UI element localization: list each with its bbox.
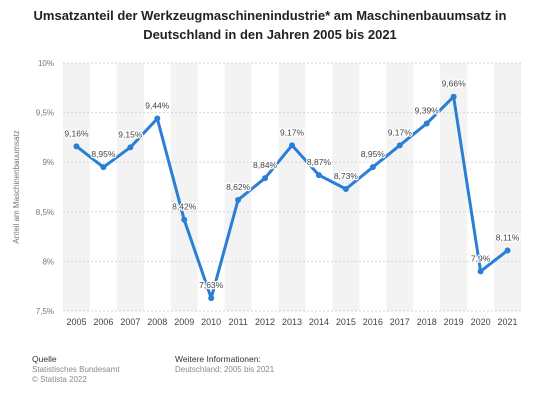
data-point — [235, 196, 242, 203]
x-tick-label: 2019 — [444, 317, 464, 327]
data-point — [396, 142, 403, 149]
data-label: 7,63% — [199, 280, 224, 290]
x-tick-label: 2014 — [309, 317, 329, 327]
data-point — [127, 144, 134, 151]
y-tick-label: 8% — [42, 257, 54, 266]
x-tick-label: 2007 — [120, 317, 140, 327]
x-tick-label: 2013 — [282, 317, 302, 327]
column-band — [386, 63, 414, 311]
source-heading: Quelle — [32, 354, 57, 364]
x-tick-label: 2006 — [93, 317, 113, 327]
data-point — [423, 120, 430, 127]
data-label: 9,15% — [118, 129, 143, 139]
data-label: 8,87% — [307, 157, 332, 167]
x-tick-label: 2017 — [390, 317, 410, 327]
data-point — [477, 268, 484, 275]
data-label: 9,17% — [280, 127, 305, 137]
copyright-line: © Statista 2022 — [32, 375, 87, 384]
y-tick-label: 9,5% — [36, 109, 54, 118]
data-label: 9,16% — [64, 128, 89, 138]
data-point — [369, 164, 376, 171]
x-tick-label: 2005 — [66, 317, 86, 327]
chart-title: Umsatzanteil der Werkzeugmaschinenindust… — [33, 8, 507, 42]
y-axis-label: Anteil am Maschinenbauumsatz — [12, 130, 21, 243]
data-point — [342, 185, 349, 192]
data-label: 8,95% — [91, 149, 116, 159]
data-label: 8,73% — [334, 171, 359, 181]
x-tick-label: 2012 — [255, 317, 275, 327]
column-band — [278, 63, 306, 311]
data-point — [289, 142, 295, 149]
data-point — [208, 295, 215, 302]
data-label: 9,66% — [442, 79, 467, 89]
column-band — [224, 63, 252, 311]
column-band — [63, 63, 90, 311]
column-band — [116, 63, 144, 311]
data-point — [73, 143, 80, 150]
y-tick-label: 9% — [42, 158, 54, 167]
data-label: 8,62% — [226, 182, 251, 192]
x-tick-label: 2011 — [228, 317, 247, 327]
x-tick-label: 2021 — [498, 317, 518, 327]
x-tick-label: 2010 — [201, 317, 221, 327]
x-tick-label: 2015 — [336, 317, 356, 327]
data-point — [181, 216, 188, 223]
data-point — [154, 115, 161, 122]
data-point — [450, 93, 457, 100]
data-point — [262, 175, 269, 182]
data-label: 8,11% — [496, 232, 520, 242]
data-label: 7,9% — [471, 253, 491, 263]
y-tick-label: 10% — [38, 59, 54, 68]
data-label: 8,42% — [172, 202, 197, 212]
data-point — [100, 164, 107, 171]
data-label: 9,17% — [388, 127, 413, 137]
x-tick-label: 2009 — [174, 317, 194, 327]
data-label: 9,39% — [415, 106, 440, 116]
info-heading: Weitere Informationen: — [175, 354, 261, 364]
x-tick-label: 2018 — [417, 317, 437, 327]
x-tick-label: 2008 — [147, 317, 167, 327]
source-block: Quelle Statistisches Bundesamt © Statist… — [32, 354, 120, 386]
data-label: 8,95% — [361, 149, 386, 159]
x-tick-label: 2016 — [363, 317, 383, 327]
data-label: 8,84% — [253, 160, 278, 170]
data-label: 9,44% — [145, 101, 170, 111]
column-band — [494, 63, 521, 311]
x-tick-label: 2020 — [471, 317, 491, 327]
info-line: Deutschland; 2005 bis 2021 — [175, 364, 275, 374]
source-line: Statistisches Bundesamt — [32, 364, 120, 374]
y-tick-label: 7,5% — [36, 307, 54, 316]
info-block: Weitere Informationen: Deutschland; 2005… — [175, 354, 274, 375]
data-point — [504, 247, 511, 254]
y-tick-label: 8,5% — [36, 208, 54, 217]
data-point — [315, 172, 322, 179]
